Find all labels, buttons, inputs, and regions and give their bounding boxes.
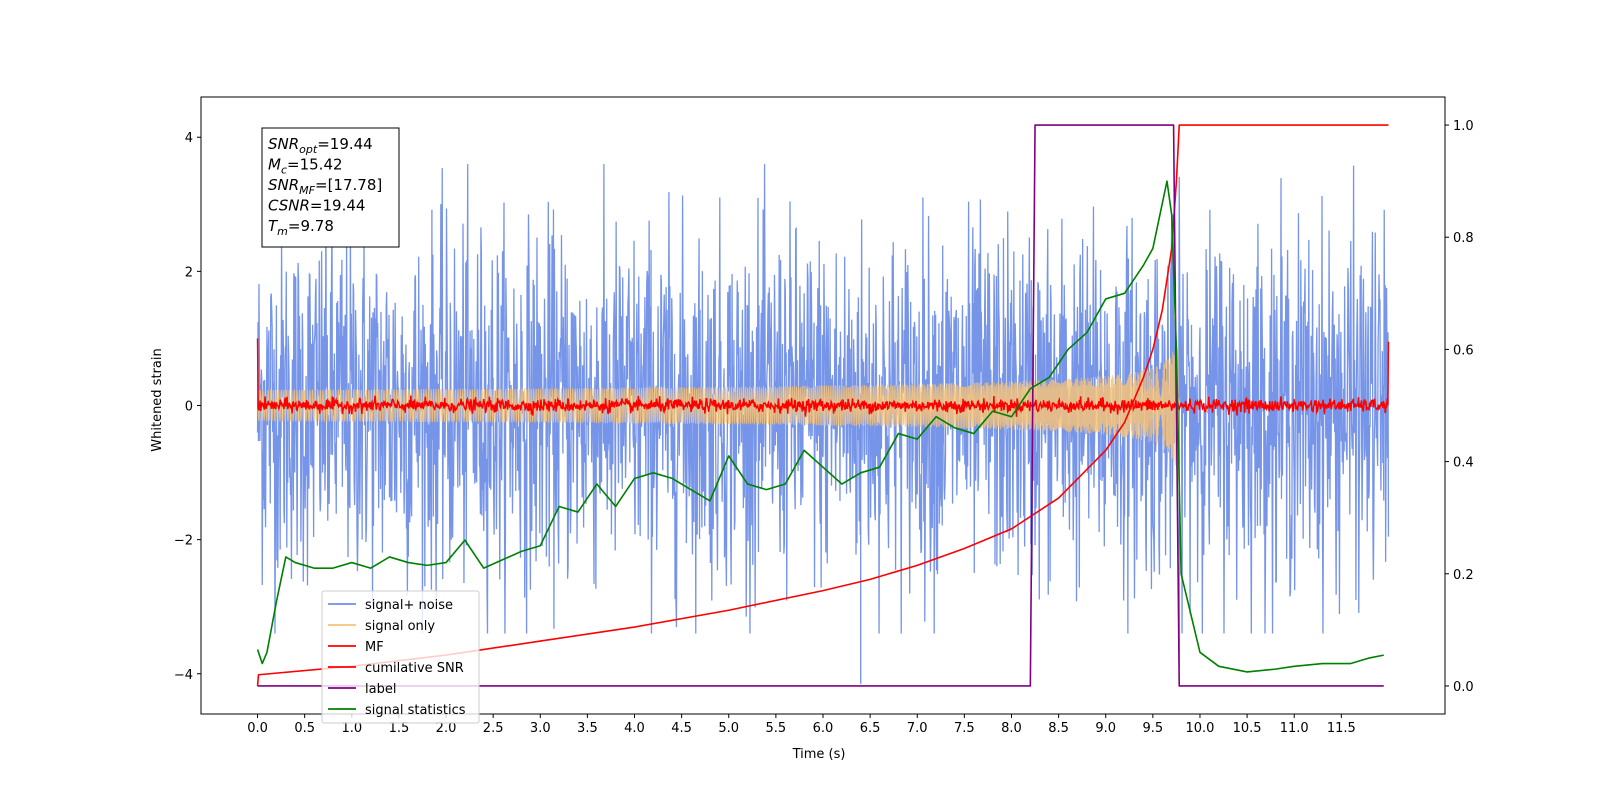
y-tick-label: −2 (174, 534, 193, 549)
y2-tick-label: 0.8 (1453, 231, 1474, 246)
info-line: Mc=15.42 (268, 156, 343, 177)
x-tick-label: 0.0 (247, 721, 268, 736)
y-tick-label: 4 (185, 131, 193, 146)
series-signal-statistics (256, 180, 1384, 673)
y2-tick-label: 1.0 (1453, 119, 1474, 134)
x-tick-label: 3.5 (577, 721, 598, 736)
legend-entry: signal only (365, 619, 435, 634)
x-tick-label: 2.0 (436, 721, 457, 736)
legend: signal+ noise signal only MF cumilative SNR… (321, 590, 480, 724)
x-tick-label: 1.0 (341, 721, 362, 736)
series-signal-only (257, 347, 1180, 482)
legend-frame (321, 590, 480, 724)
x-tick-label: 11.0 (1280, 721, 1309, 736)
legend-entry: signal+ noise (365, 598, 453, 613)
y-tick-label: 0 (185, 400, 193, 415)
x-tick-label: 9.0 (1095, 721, 1116, 736)
y2-tick-label: 0.6 (1453, 343, 1474, 358)
y-tick-label: 2 (185, 265, 193, 280)
series-mf (256, 338, 1390, 417)
x-tick-label: 0.5 (294, 721, 315, 736)
x-tick-label: 9.5 (1143, 721, 1164, 736)
x-tick-label: 5.0 (718, 721, 739, 736)
x-tick-label: 4.5 (671, 721, 692, 736)
x-tick-label: 7.5 (954, 721, 975, 736)
y2-tick-label: 0.2 (1453, 568, 1474, 583)
legend-entry: MF (365, 640, 384, 655)
info-box: SNRopt=19.44Mc=15.42SNRMF=[17.78]CSNR=19… (261, 127, 400, 248)
x-tick-label: 10.0 (1185, 721, 1214, 736)
plot-area (256, 124, 1390, 687)
y-tick-label: −4 (174, 668, 193, 683)
x-tick-label: 1.5 (389, 721, 410, 736)
series-label (257, 124, 1384, 687)
info-line: SNRopt=19.44 (268, 135, 373, 156)
y2-tick-label: 0.4 (1453, 456, 1474, 471)
x-tick-label: 3.0 (530, 721, 551, 736)
y-axis-label: Whitened strain (150, 348, 165, 451)
x-tick-label: 8.0 (1001, 721, 1022, 736)
info-line: SNRMF=[17.78] (268, 176, 382, 197)
x-tick-label: 6.5 (860, 721, 881, 736)
x-tick-label: 7.0 (907, 721, 928, 736)
y2-tick-label: 0.0 (1453, 680, 1474, 695)
x-tick-label: 6.0 (813, 721, 834, 736)
legend-entry: label (365, 682, 396, 697)
x-tick-label: 11.5 (1327, 721, 1356, 736)
x-tick-label: 10.5 (1233, 721, 1262, 736)
info-box-frame (261, 127, 400, 248)
series-cumilative-snr (256, 124, 1389, 687)
legend-entry: cumilative SNR (365, 661, 464, 676)
x-tick-label: 5.5 (766, 721, 787, 736)
info-line: CSNR=19.44 (268, 197, 365, 215)
x-tick-label: 8.5 (1048, 721, 1069, 736)
x-tick-label: 4.0 (624, 721, 645, 736)
series-signal-noise (256, 164, 1390, 634)
axes: 0.0 0.5 1.0 1.5 2.0 2.5 3.0 3.5 4.0 4.5 5.0 5.5 6.0 6… (174, 96, 1474, 736)
x-tick-label: 2.5 (483, 721, 504, 736)
x-axis-label: Time (s) (792, 747, 846, 762)
legend-entry: signal statistics (365, 703, 466, 718)
info-line: Tm=9.78 (268, 217, 334, 238)
